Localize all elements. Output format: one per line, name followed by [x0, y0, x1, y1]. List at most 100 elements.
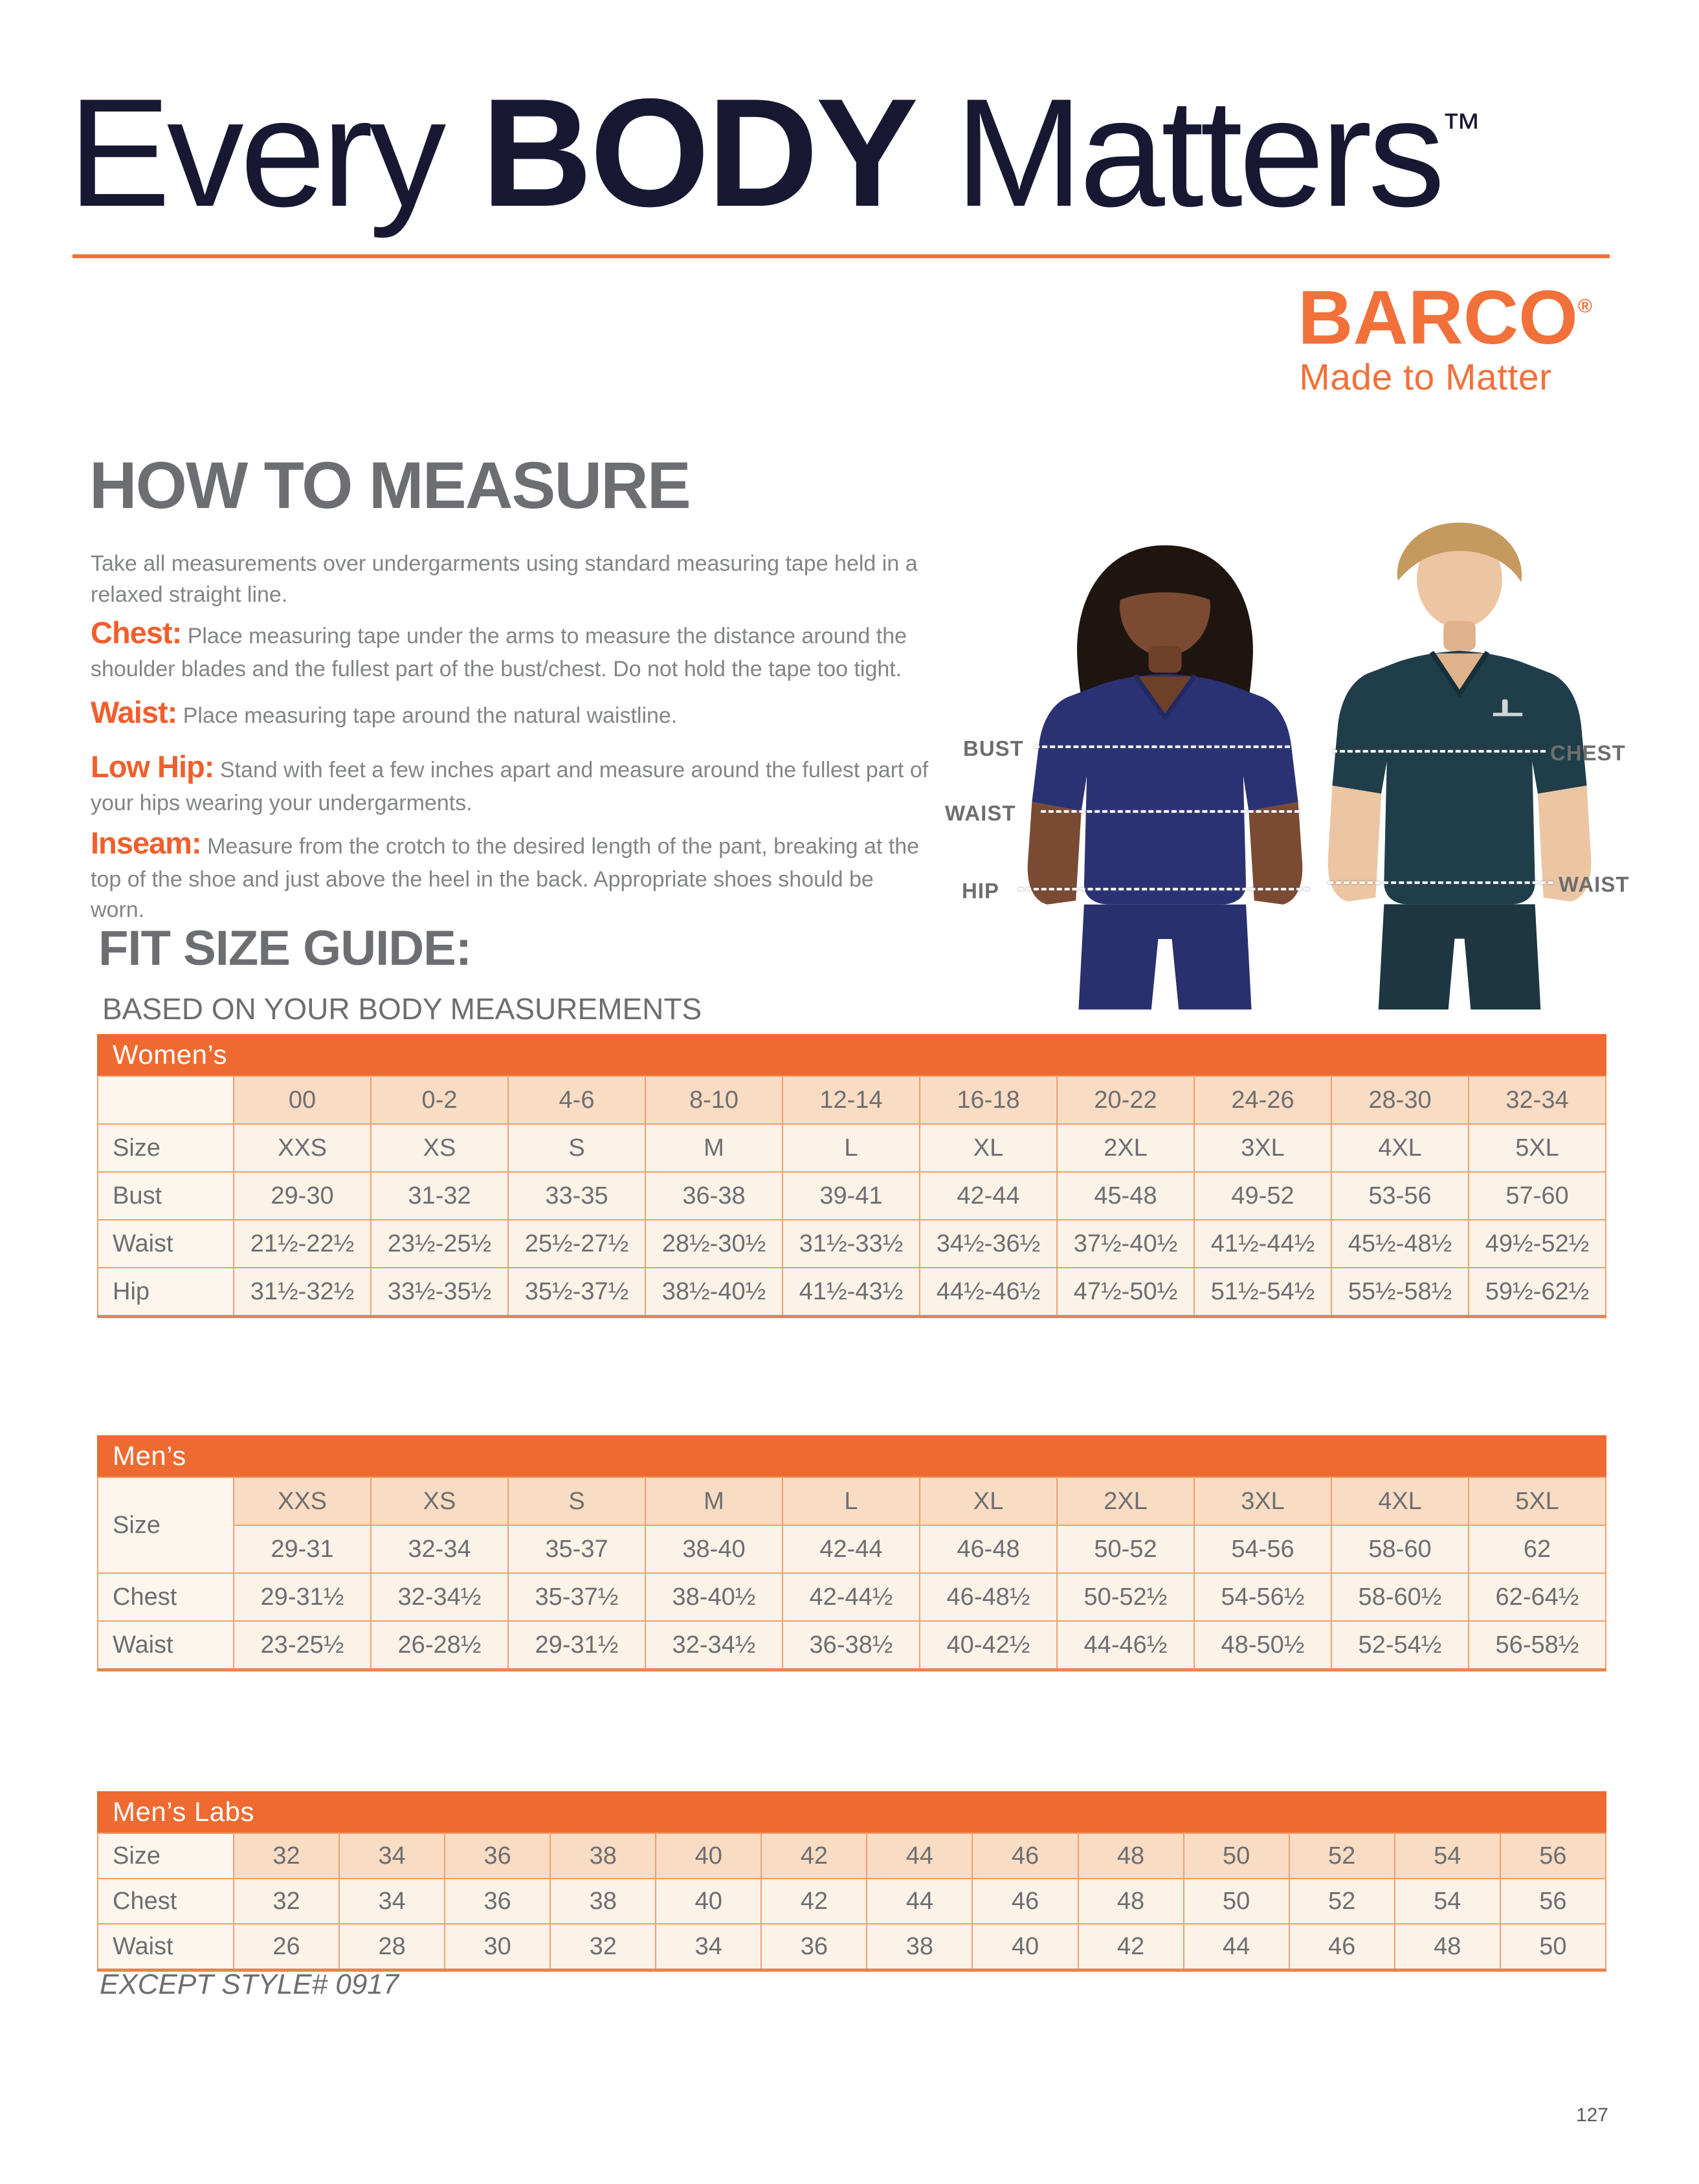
measure-item-lowhip-text: Stand with feet a few inches apart and m…: [91, 758, 929, 815]
column-header-cell: 4-6: [507, 1075, 646, 1125]
table-cell: S: [507, 1123, 646, 1173]
chest-label: CHEST: [1550, 741, 1626, 765]
column-header-cell: XL: [919, 1477, 1058, 1526]
table-cell: 33-35: [507, 1171, 646, 1220]
column-header-cell: 50: [1183, 1833, 1290, 1879]
row-label: Chest: [97, 1878, 234, 1925]
table-cell: 42: [1077, 1923, 1184, 1971]
table-row: Chest 29-31½ 32-34½ 35-37½ 38-40½ 42-44½ 46-48…: [97, 1572, 1606, 1622]
table-row: Bust 29-30 31-32 33-35 36-38 39-41 42-44 45-48 4…: [97, 1171, 1606, 1220]
table-cell: 38-40½: [645, 1572, 783, 1622]
table-cell: 31½-32½: [233, 1267, 372, 1318]
table-cell: 32: [550, 1923, 657, 1971]
table-row: 00 0-2 4-6 8-10 12-14 16-18 20-22 24-26 28-30 32-…: [97, 1075, 1606, 1125]
table-cell: 29-31: [233, 1525, 372, 1574]
table-cell: 48-50½: [1194, 1620, 1332, 1671]
bust-label: BUST: [963, 736, 1024, 760]
column-header-cell: S: [507, 1477, 646, 1526]
trademark-symbol: ™: [1441, 105, 1482, 150]
title-word-every: Every: [68, 67, 446, 239]
table-row: Size XXS XS S M L XL 2XL 3XL 4XL 5XL: [97, 1123, 1606, 1173]
table-cell: 58-60: [1331, 1525, 1469, 1574]
table-cell: 34: [655, 1923, 762, 1971]
column-header-cell: 00: [233, 1075, 372, 1125]
table-cell: 44-46½: [1056, 1620, 1195, 1671]
column-header-cell: 5XL: [1468, 1477, 1606, 1526]
table-cell: 46: [972, 1878, 1079, 1925]
table-cell: 30: [444, 1923, 551, 1971]
table-cell: 31½-33½: [782, 1219, 920, 1268]
table-cell: 44: [866, 1878, 973, 1925]
table-cell: 23-25½: [233, 1620, 372, 1671]
column-header-cell: 40: [655, 1833, 762, 1879]
table-cell: 50: [1183, 1878, 1290, 1925]
table-cell: 37½-40½: [1056, 1219, 1195, 1268]
table-cell: 29-30: [233, 1171, 372, 1220]
table-cell: 49½-52½: [1468, 1219, 1606, 1268]
column-header-cell: 52: [1288, 1833, 1395, 1879]
table-cell: 28: [339, 1923, 446, 1971]
row-label: Waist: [97, 1923, 234, 1971]
man-model-illustration: [1327, 522, 1592, 1009]
table-cell: 46-48: [919, 1525, 1058, 1574]
mens-labs-size-table: Men’s Labs Size 32 34 36 38 40 42 44 46 48 50 52 54 5…: [97, 1791, 1607, 1972]
table-cell: 42-44½: [782, 1572, 920, 1622]
measure-item-chest-text: Place measuring tape under the arms to m…: [91, 624, 907, 681]
column-header-cell: 28-30: [1331, 1075, 1469, 1125]
table-cell: 2XL: [1056, 1123, 1195, 1173]
measure-item-waist-text: Place measuring tape around the natural …: [183, 703, 678, 728]
table-cell: 41½-43½: [782, 1267, 920, 1318]
registered-symbol: ®: [1577, 295, 1592, 317]
table-cell: 62-64½: [1468, 1572, 1606, 1622]
table-cell: 33½-35½: [370, 1267, 509, 1318]
table-cell: 36: [761, 1923, 868, 1971]
table-cell: 62: [1468, 1525, 1606, 1574]
table-cell: 45-48: [1056, 1171, 1195, 1220]
row-label: Chest: [97, 1572, 234, 1622]
measure-item-chest-label: Chest:: [91, 615, 182, 650]
woman-waist-label: WAIST: [945, 801, 1016, 825]
measure-item-inseam-label: Inseam:: [91, 826, 202, 860]
table-cell: 34½-36½: [919, 1219, 1058, 1268]
column-header-cell: XS: [370, 1477, 509, 1526]
table-cell: 56: [1499, 1878, 1607, 1925]
bust-measure-line: [1034, 745, 1290, 748]
column-header-cell: XXS: [233, 1477, 372, 1526]
size-table: 00 0-2 4-6 8-10 12-14 16-18 20-22 24-26 28-30 32-…: [97, 1075, 1606, 1318]
page-title: Every BODY Matters™: [68, 76, 1482, 230]
table-cell: 35-37: [507, 1525, 646, 1574]
column-header-cell: 3XL: [1194, 1477, 1332, 1526]
hip-measure-line: [1018, 888, 1309, 890]
table-cell: 26-28½: [370, 1620, 509, 1671]
row-label: Size: [97, 1477, 234, 1574]
table-cell: 5XL: [1468, 1123, 1606, 1173]
brand-name-text: BARCO: [1298, 275, 1578, 360]
table-cell: 55½-58½: [1331, 1267, 1469, 1318]
table-cell: 47½-50½: [1056, 1267, 1195, 1318]
table-cell: 59½-62½: [1468, 1267, 1606, 1318]
table-cell: 51½-54½: [1194, 1267, 1332, 1318]
mens-table-grid: Size XXS XS S M L XL 2XL 3XL 4XL 5XL 29-31 32-34 35-3…: [97, 1477, 1606, 1671]
table-cell: 26: [232, 1923, 340, 1971]
row-label: [97, 1075, 234, 1125]
column-header-cell: 32: [232, 1833, 340, 1879]
woman-waist-measure-line: [1041, 810, 1300, 813]
how-to-measure-heading: HOW TO MEASURE: [89, 448, 691, 522]
barco-logo: BARCO® Made to Matter: [1298, 280, 1592, 398]
measure-item-inseam-text: Measure from the crotch to the desired l…: [91, 834, 920, 923]
column-header-cell: 48: [1077, 1833, 1184, 1879]
mens-labs-table-title: Men’s Labs: [97, 1791, 1606, 1833]
mens-labs-table-grid: Size 32 34 36 38 40 42 44 46 48 50 52 54 56 Chest 32 34 3…: [97, 1833, 1607, 1972]
table-cell: 54: [1394, 1878, 1501, 1925]
table-cell: 25½-27½: [507, 1219, 646, 1268]
column-header-cell: 54: [1394, 1833, 1501, 1879]
table-cell: 53-56: [1331, 1171, 1469, 1220]
mens-size-table: Men’s Size XXS XS S M L XL 2XL 3XL 4XL 5XL 29-31 32-…: [97, 1435, 1606, 1671]
brand-tagline: Made to Matter: [1299, 357, 1552, 398]
table-cell: 38: [550, 1878, 657, 1925]
table-cell: 38: [866, 1923, 973, 1971]
table-cell: 54-56½: [1194, 1572, 1332, 1622]
table-cell: 44: [1183, 1923, 1290, 1971]
orange-divider-rule: [72, 254, 1610, 258]
